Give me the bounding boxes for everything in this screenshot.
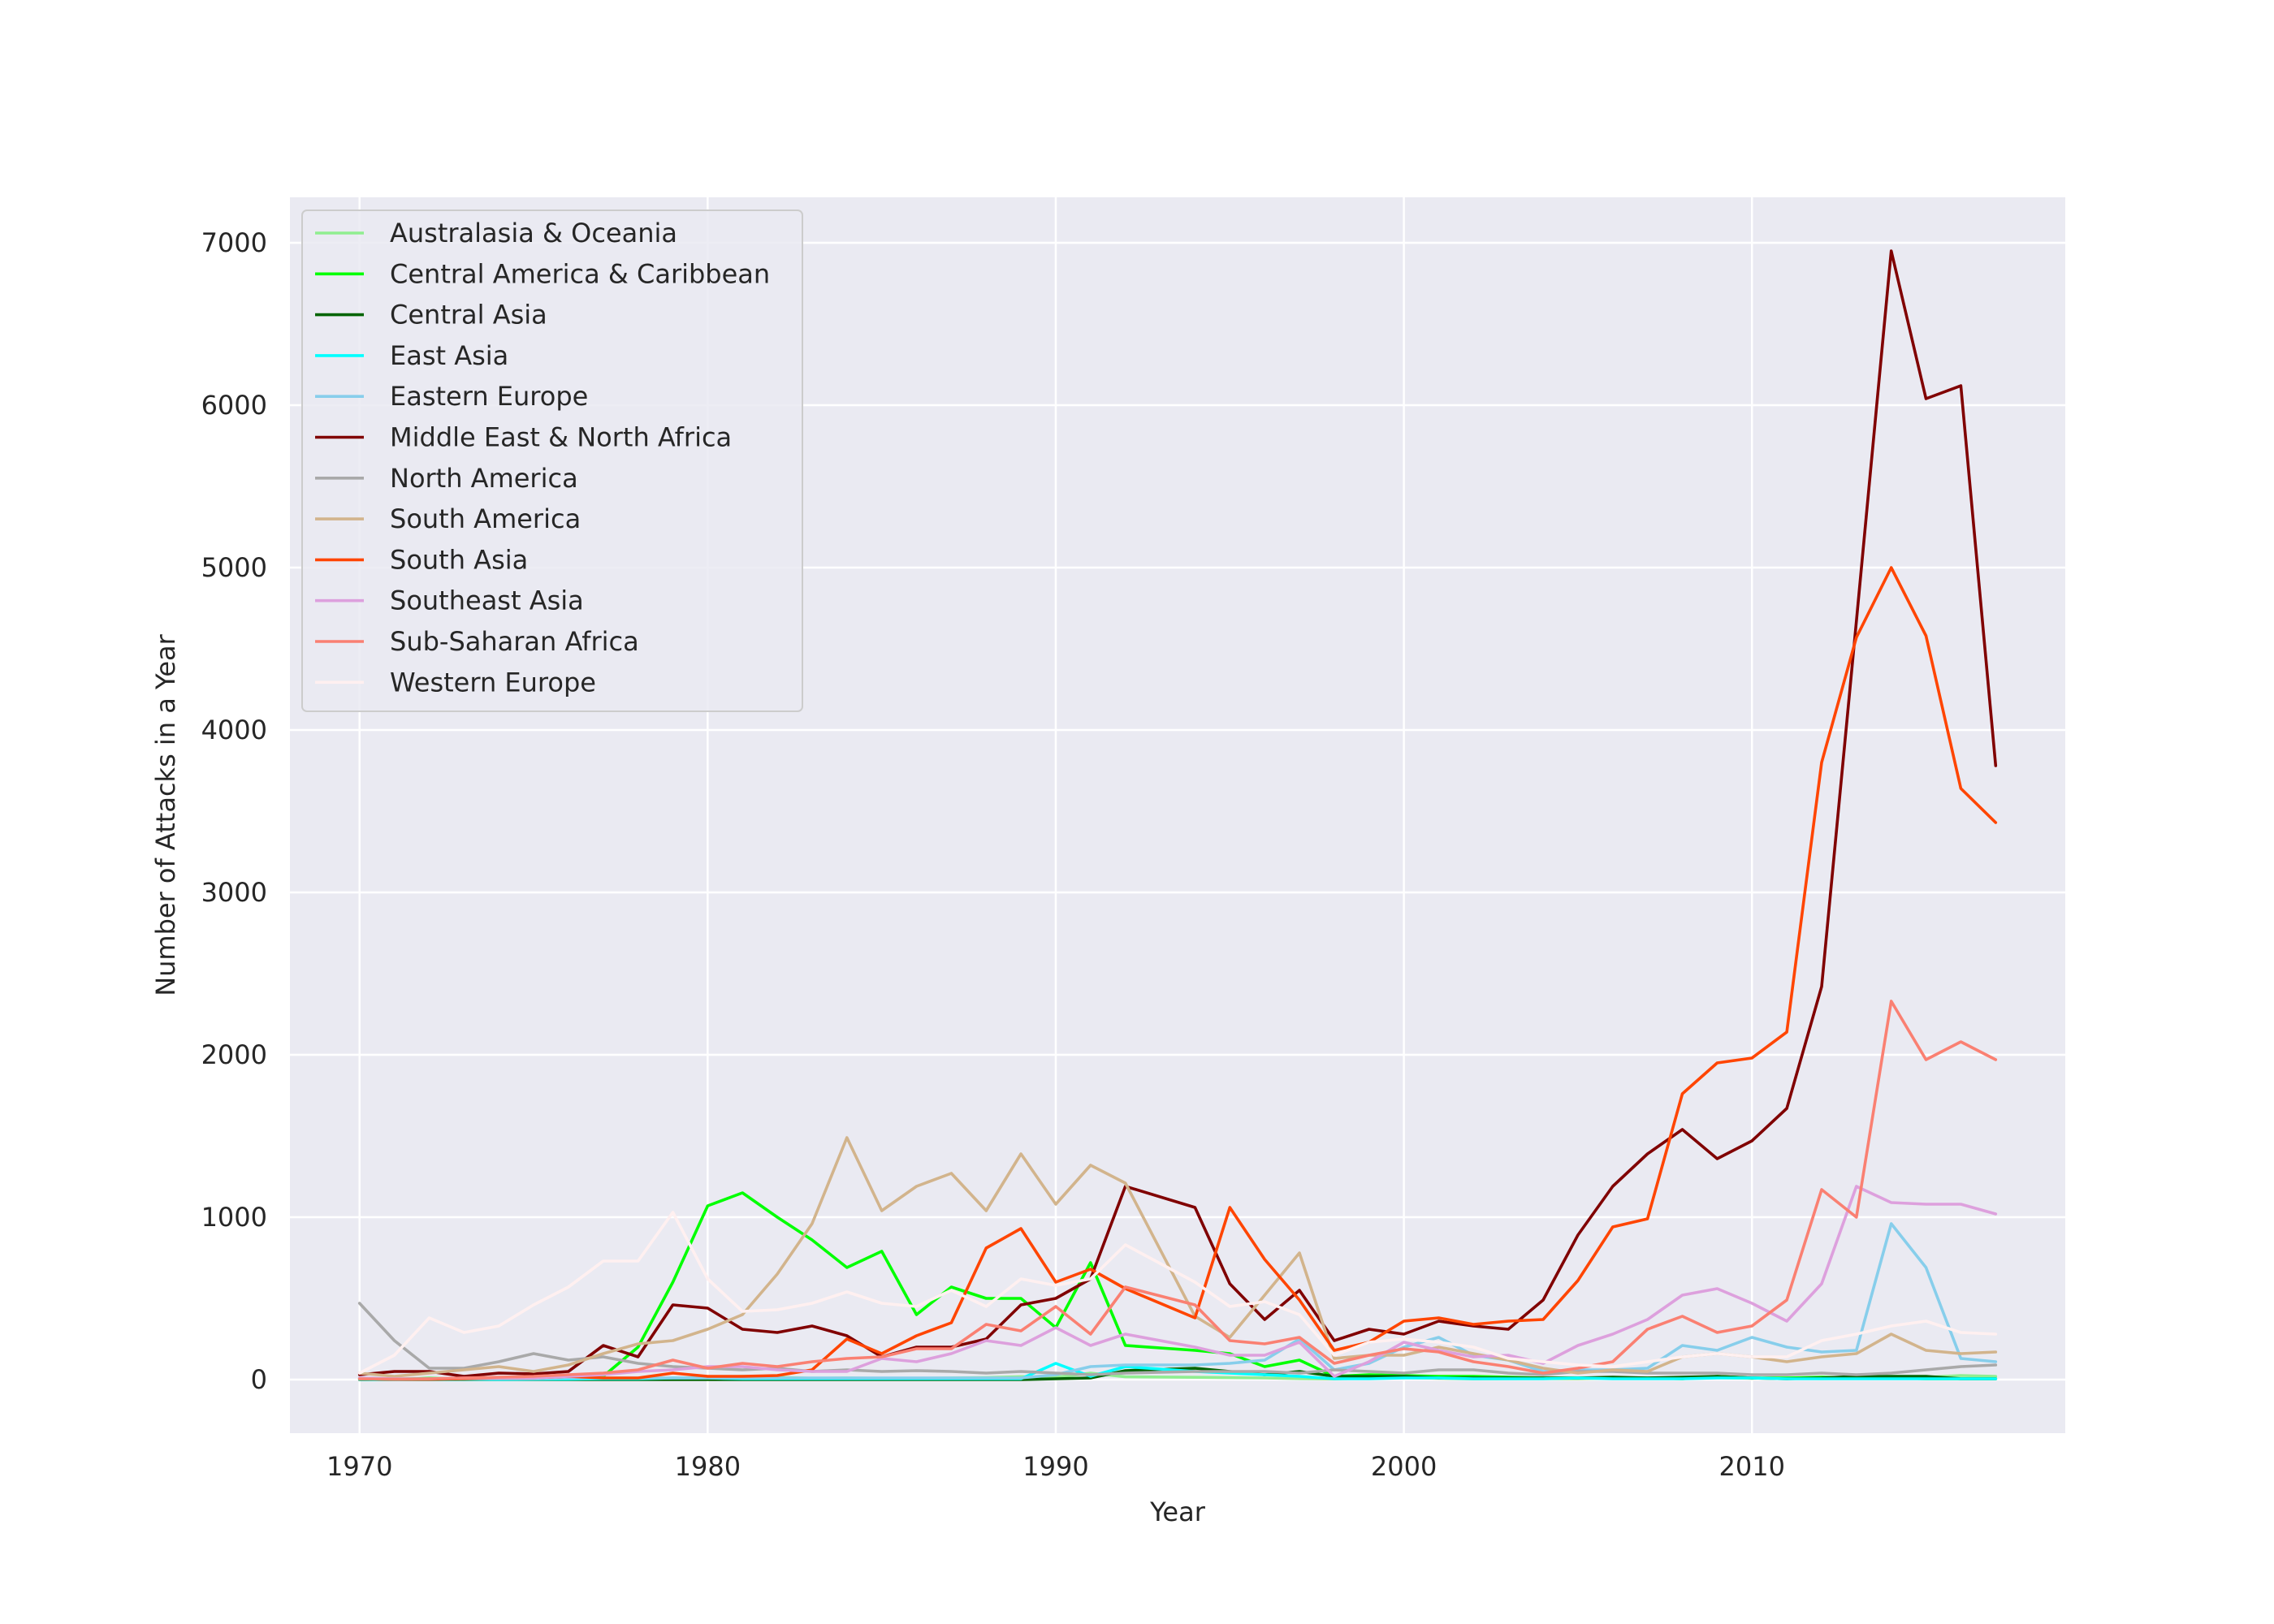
y-tick-label: 2000 bbox=[201, 1039, 267, 1070]
y-tick-label: 1000 bbox=[201, 1202, 267, 1233]
y-tick-labels: 0 1000 2000 3000 4000 5000 6000 7000 bbox=[201, 227, 267, 1395]
x-tick-label: 1980 bbox=[675, 1451, 741, 1482]
legend-entry: South America bbox=[390, 503, 581, 534]
legend-box bbox=[301, 209, 803, 712]
legend-entry: Eastern Europe bbox=[390, 381, 588, 412]
x-tick-labels: 1970 1980 1990 2000 2010 bbox=[326, 1451, 1785, 1482]
legend-entry: North America bbox=[390, 463, 578, 494]
series-line-south-asia bbox=[357, 566, 1998, 1381]
y-tick-label: 0 bbox=[251, 1364, 267, 1395]
x-tick-label: 1970 bbox=[326, 1451, 392, 1482]
x-axis-label: Year bbox=[1149, 1497, 1206, 1527]
series-line-western-europe bbox=[357, 1211, 1998, 1375]
legend-entry: East Asia bbox=[390, 340, 508, 371]
x-tick-label: 2010 bbox=[1719, 1451, 1785, 1482]
series-lines bbox=[357, 249, 1998, 1381]
y-tick-label: 3000 bbox=[201, 877, 267, 908]
y-tick-label: 5000 bbox=[201, 552, 267, 583]
y-tick-label: 7000 bbox=[201, 227, 267, 258]
legend-entry: Western Europe bbox=[390, 667, 596, 698]
legend: Australasia & Oceania Central America & C… bbox=[301, 209, 803, 712]
legend-entry: Australasia & Oceania bbox=[390, 218, 677, 248]
legend-entry: Central Asia bbox=[390, 300, 547, 330]
legend-entry: Middle East & North Africa bbox=[390, 422, 732, 453]
x-tick-label: 1990 bbox=[1022, 1451, 1088, 1482]
series-line-north-america bbox=[357, 1302, 1998, 1376]
series-line-sub-saharan-africa bbox=[357, 1000, 1998, 1381]
x-tick-label: 2000 bbox=[1371, 1451, 1437, 1482]
legend-entry: Southeast Asia bbox=[390, 585, 584, 616]
y-tick-label: 4000 bbox=[201, 715, 267, 745]
legend-entry: Central America & Caribbean bbox=[390, 258, 770, 289]
y-tick-label: 6000 bbox=[201, 390, 267, 421]
series-line-southeast-asia bbox=[357, 1185, 1998, 1380]
grid-lines bbox=[290, 197, 2065, 1433]
y-axis-label: Number of Attacks in a Year bbox=[150, 633, 181, 996]
legend-entry: South Asia bbox=[390, 544, 528, 575]
series-line-middle-east-north-africa bbox=[357, 249, 1998, 1378]
legend-entry: Sub-Saharan Africa bbox=[390, 626, 639, 657]
